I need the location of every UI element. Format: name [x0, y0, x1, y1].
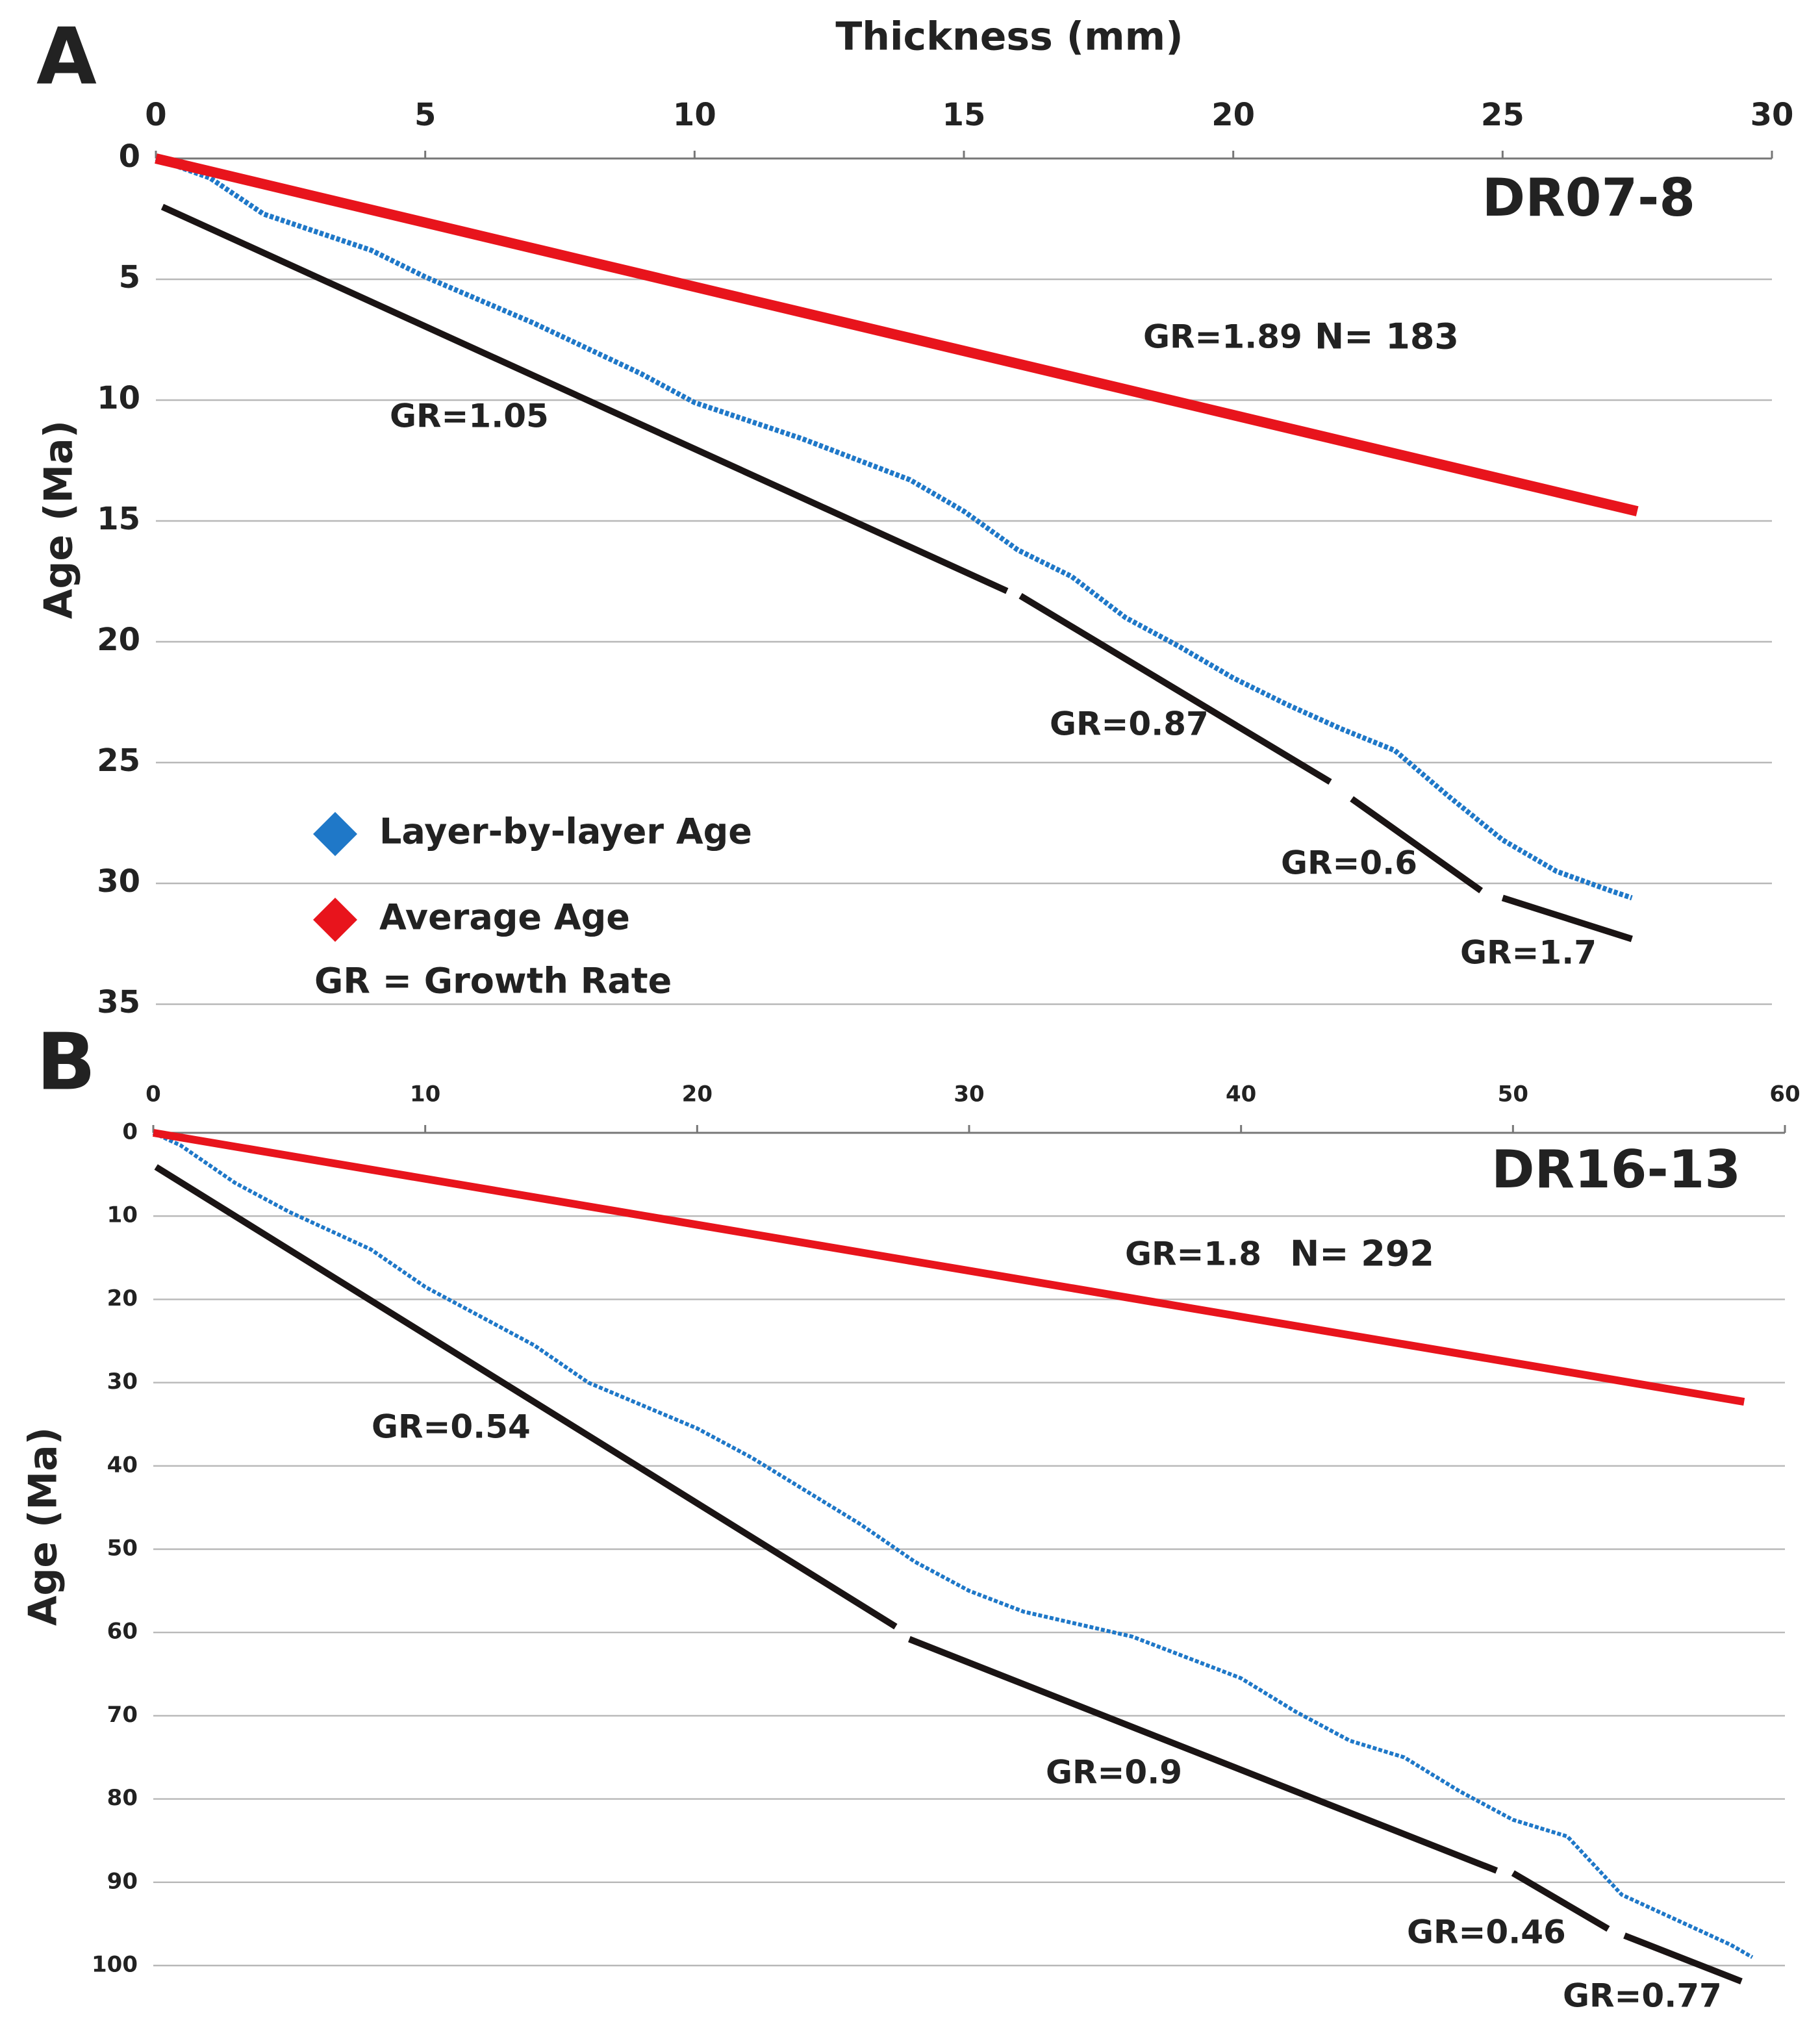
annotation: N= 183 [1315, 316, 1459, 357]
annotation: GR=1.8 [1125, 1235, 1261, 1273]
y-tick-label: 30 [107, 1369, 138, 1395]
annotation: N= 292 [1290, 1233, 1434, 1274]
x-tick-label: 50 [1498, 1082, 1528, 1107]
y-tick-label: 90 [107, 1868, 138, 1894]
average-age-line [155, 153, 1639, 516]
fit-line [160, 203, 1009, 594]
average-age-line [152, 1129, 1745, 1406]
x-tick-label: 20 [682, 1082, 713, 1107]
x-tick-label: 20 [1211, 97, 1255, 133]
fit-line [1511, 1870, 1610, 1932]
layer-age-line [152, 1131, 1754, 1959]
fit-line [1350, 796, 1484, 894]
y-tick-label: 100 [92, 1952, 138, 1978]
annotation: GR=1.05 [390, 398, 549, 435]
x-tick-label: 5 [414, 97, 436, 133]
y-axis-title: Age (Ma) [21, 1427, 66, 1626]
x-tick-label: 0 [145, 97, 166, 133]
panel-label: B [36, 1018, 95, 1108]
sample-name: DR07-8 [1482, 168, 1695, 228]
x-tick-label: 15 [942, 97, 986, 133]
y-axis-title: Age (Ma) [36, 420, 82, 619]
y-tick-label: 25 [97, 742, 140, 779]
panel-label: A [36, 12, 97, 103]
annotation: GR=1.7 [1460, 934, 1597, 972]
layer-age-line [155, 156, 1633, 901]
x-tick-label: 30 [1750, 97, 1794, 133]
x-tick-label: 0 [145, 1082, 161, 1107]
y-tick-label: 20 [107, 1285, 138, 1311]
legend-label: Average Age [379, 897, 630, 938]
y-tick-label: 5 [119, 259, 140, 296]
x-tick-label: 25 [1481, 97, 1524, 133]
fit-line [1623, 1932, 1743, 1985]
fit-line [1501, 894, 1633, 942]
x-tick-label: 10 [673, 97, 716, 133]
note: GR = Growth Rate [314, 961, 672, 1002]
legend-marker [313, 898, 357, 942]
legend-marker [313, 812, 357, 856]
annotation: GR=0.6 [1281, 844, 1417, 882]
x-tick-label: 40 [1226, 1082, 1256, 1107]
y-tick-label: 0 [119, 138, 140, 175]
x-tick-label: 30 [954, 1082, 984, 1107]
y-tick-label: 80 [107, 1785, 138, 1811]
y-tick-label: 40 [107, 1452, 138, 1478]
y-tick-label: 15 [97, 501, 140, 537]
annotation: GR=0.87 [1050, 705, 1209, 743]
y-tick-label: 20 [97, 622, 140, 658]
fit-line [1018, 593, 1332, 785]
x-tick-label: 60 [1769, 1082, 1800, 1107]
y-tick-label: 10 [97, 380, 140, 416]
fit-line [908, 1636, 1498, 1874]
legend-label: Layer-by-layer Age [379, 811, 752, 852]
annotation: GR=0.54 [372, 1408, 531, 1446]
annotation: GR=0.9 [1046, 1754, 1182, 1791]
sample-name: DR16-13 [1491, 1139, 1741, 1200]
annotation: GR=1.89 [1143, 318, 1302, 356]
x-axis-title: Thickness (mm) [835, 14, 1183, 60]
y-tick-label: 50 [107, 1536, 138, 1562]
fit-line [154, 1164, 898, 1630]
y-tick-label: 70 [107, 1702, 138, 1728]
y-tick-label: 10 [107, 1202, 138, 1228]
y-tick-label: 0 [122, 1119, 138, 1145]
annotation: GR=0.77 [1563, 1977, 1722, 2015]
y-tick-label: 35 [97, 984, 140, 1020]
x-tick-label: 10 [410, 1082, 440, 1107]
annotation: GR=0.46 [1407, 1914, 1566, 1951]
y-tick-label: 60 [107, 1619, 138, 1645]
y-tick-label: 30 [97, 863, 140, 900]
